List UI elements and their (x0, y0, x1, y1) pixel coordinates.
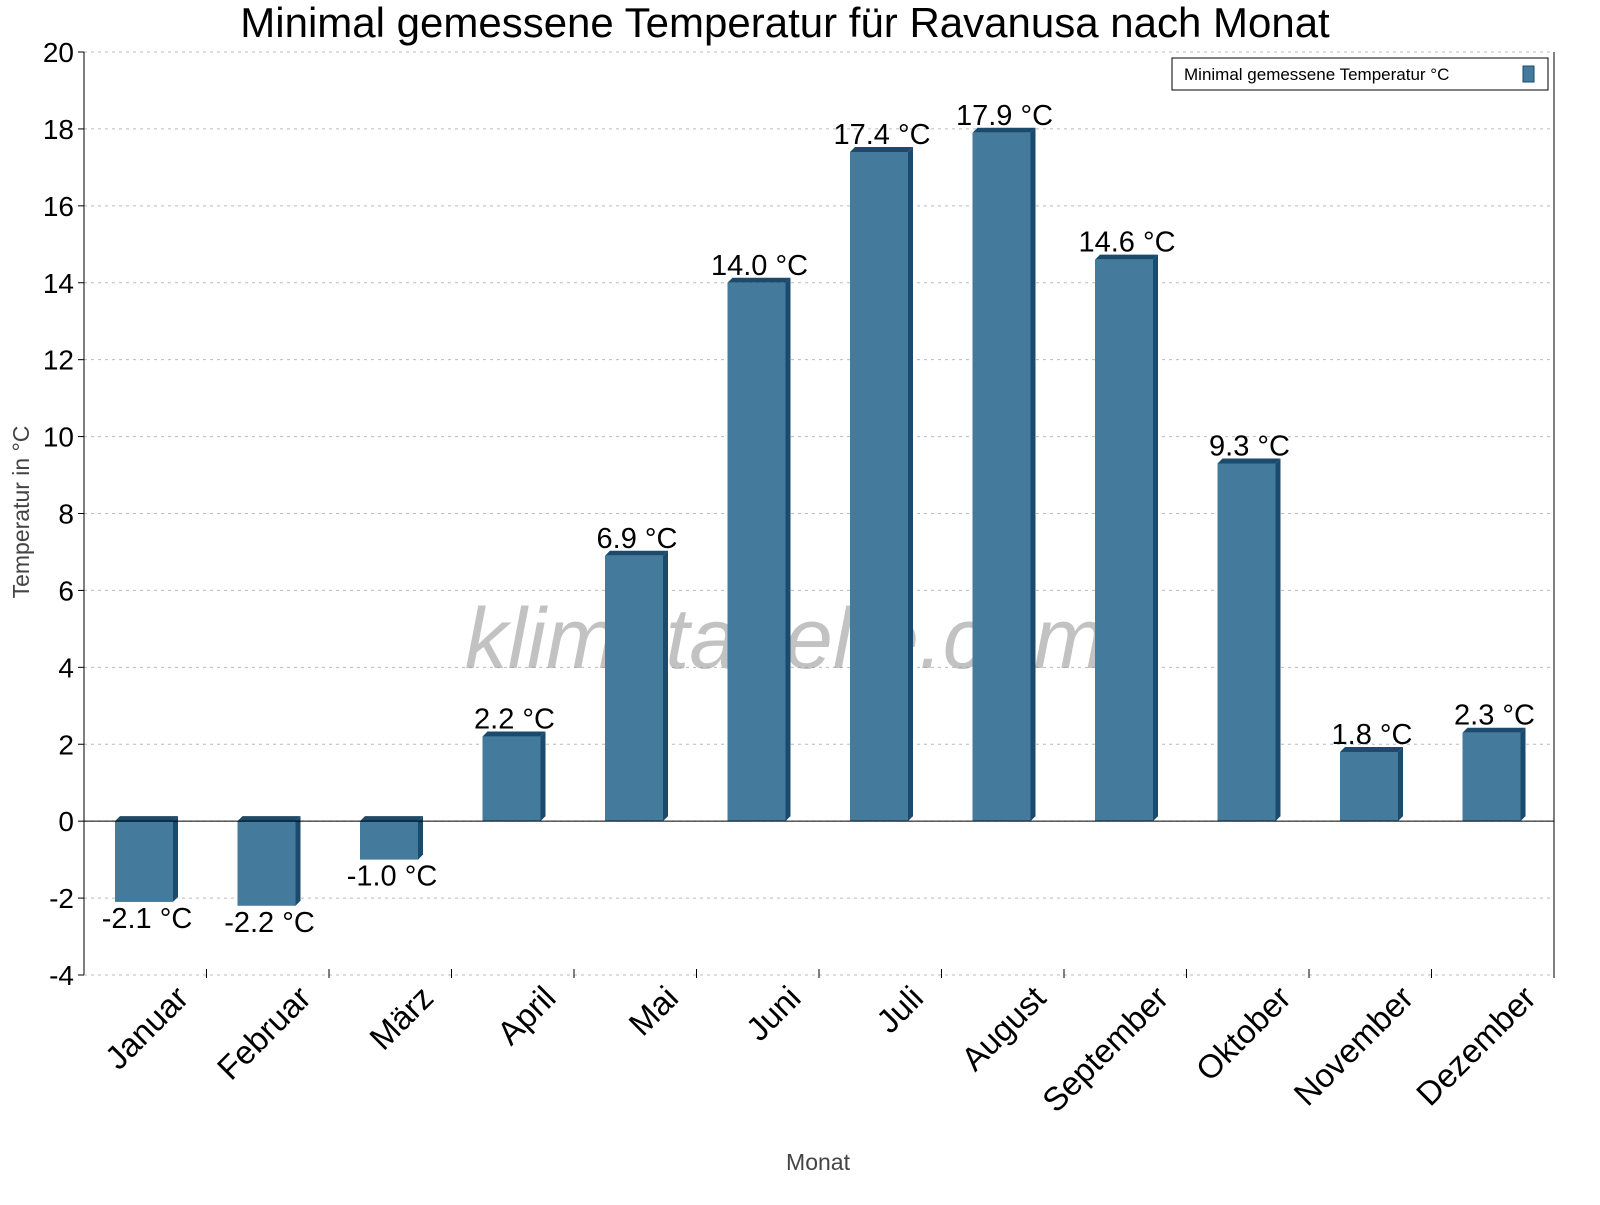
x-tick-label: Februar (210, 979, 318, 1087)
y-tick-label: 2 (58, 729, 74, 760)
bar-side (418, 816, 423, 860)
bar (850, 151, 908, 822)
bar (727, 282, 786, 822)
data-label: 17.4 °C (833, 119, 930, 151)
data-label: 17.9 °C (956, 100, 1053, 132)
data-label: 14.0 °C (711, 250, 808, 282)
axes: -4 -2 0 2 4 6 8 10 12 14 16 18 20 Januar Februar März Ap… (43, 37, 1555, 1119)
bar-top (1217, 458, 1281, 464)
bar-top (1340, 746, 1403, 752)
bar-side (173, 816, 178, 902)
bar (482, 736, 541, 822)
data-label: 14.6 °C (1078, 227, 1175, 259)
bar-top (972, 127, 1036, 133)
y-tick-label: -2 (49, 883, 74, 914)
bar (1217, 463, 1276, 822)
x-tick-label: April (490, 979, 563, 1052)
grid (84, 51, 1554, 899)
y-tick-label: -4 (49, 960, 74, 991)
bar (360, 821, 418, 860)
bar-side (540, 731, 546, 822)
x-tick-label: September (1035, 979, 1175, 1119)
bar (1340, 751, 1398, 822)
x-tick-label: Juni (739, 979, 808, 1048)
bar (237, 821, 296, 906)
x-tick-label: November (1286, 979, 1420, 1113)
y-tick-label: 20 (43, 37, 74, 68)
bar (115, 821, 173, 902)
bar-top (605, 550, 668, 556)
bar-side (295, 816, 301, 906)
bar-top (360, 816, 423, 822)
data-label: 9.3 °C (1209, 431, 1290, 463)
x-tick-label: Mai (621, 979, 685, 1043)
x-tick-label: August (954, 979, 1053, 1078)
x-tick-label: Dezember (1409, 979, 1543, 1113)
bar-side (1153, 254, 1158, 822)
bar-side (1398, 746, 1403, 822)
bar (972, 132, 1031, 822)
legend: Minimal gemessene Temperatur °C (1171, 57, 1549, 91)
x-tick-label: Juli (869, 979, 930, 1040)
data-label: 6.9 °C (597, 523, 678, 555)
bar-top (1095, 254, 1158, 260)
legend-swatch (1522, 65, 1535, 83)
legend-label: Minimal gemessene Temperatur °C (1184, 65, 1449, 84)
data-label: 2.2 °C (474, 704, 555, 736)
x-tick-label: März (362, 979, 440, 1057)
data-label: 1.8 °C (1332, 719, 1413, 751)
data-label: -1.0 °C (347, 861, 438, 893)
bar-top (1462, 727, 1526, 733)
y-tick-label: 0 (58, 806, 74, 837)
chart-title: Minimal gemessene Temperatur für Ravanus… (240, 0, 1330, 46)
y-tick-label: 6 (58, 575, 74, 606)
bar-top (850, 146, 913, 152)
y-tick-label: 12 (43, 345, 74, 376)
data-label: -2.2 °C (224, 907, 315, 939)
bar-side (908, 146, 913, 822)
bar-side (1275, 458, 1281, 822)
bar-side (785, 277, 791, 822)
y-axis-label: Temperatur in °C (8, 426, 34, 599)
y-tick-label: 8 (58, 499, 74, 530)
bar-side (1030, 127, 1036, 822)
x-tick-label: Oktober (1189, 979, 1298, 1088)
bar (1462, 732, 1521, 822)
bar (605, 555, 663, 822)
bar-top (727, 277, 791, 283)
data-label: -2.1 °C (102, 903, 193, 935)
y-tick-label: 14 (43, 268, 74, 299)
y-tick-label: 16 (43, 191, 74, 222)
y-tick-label: 4 (58, 652, 74, 683)
bar-top (237, 816, 301, 822)
data-label: 2.3 °C (1454, 700, 1535, 732)
bar-top (482, 731, 546, 737)
x-tick-label: Januar (98, 979, 196, 1077)
x-axis-label: Monat (786, 1149, 851, 1175)
y-tick-label: 18 (43, 114, 74, 145)
bar-side (663, 550, 668, 822)
y-tick-label: 10 (43, 422, 74, 453)
bars: -2.1 °C -2.2 °C -1.0 °C 2.2 °C 6.9 °C 14.0 °C… (102, 100, 1535, 939)
bar-side (1520, 727, 1526, 822)
bar-top (115, 816, 178, 822)
bar (1095, 259, 1153, 822)
